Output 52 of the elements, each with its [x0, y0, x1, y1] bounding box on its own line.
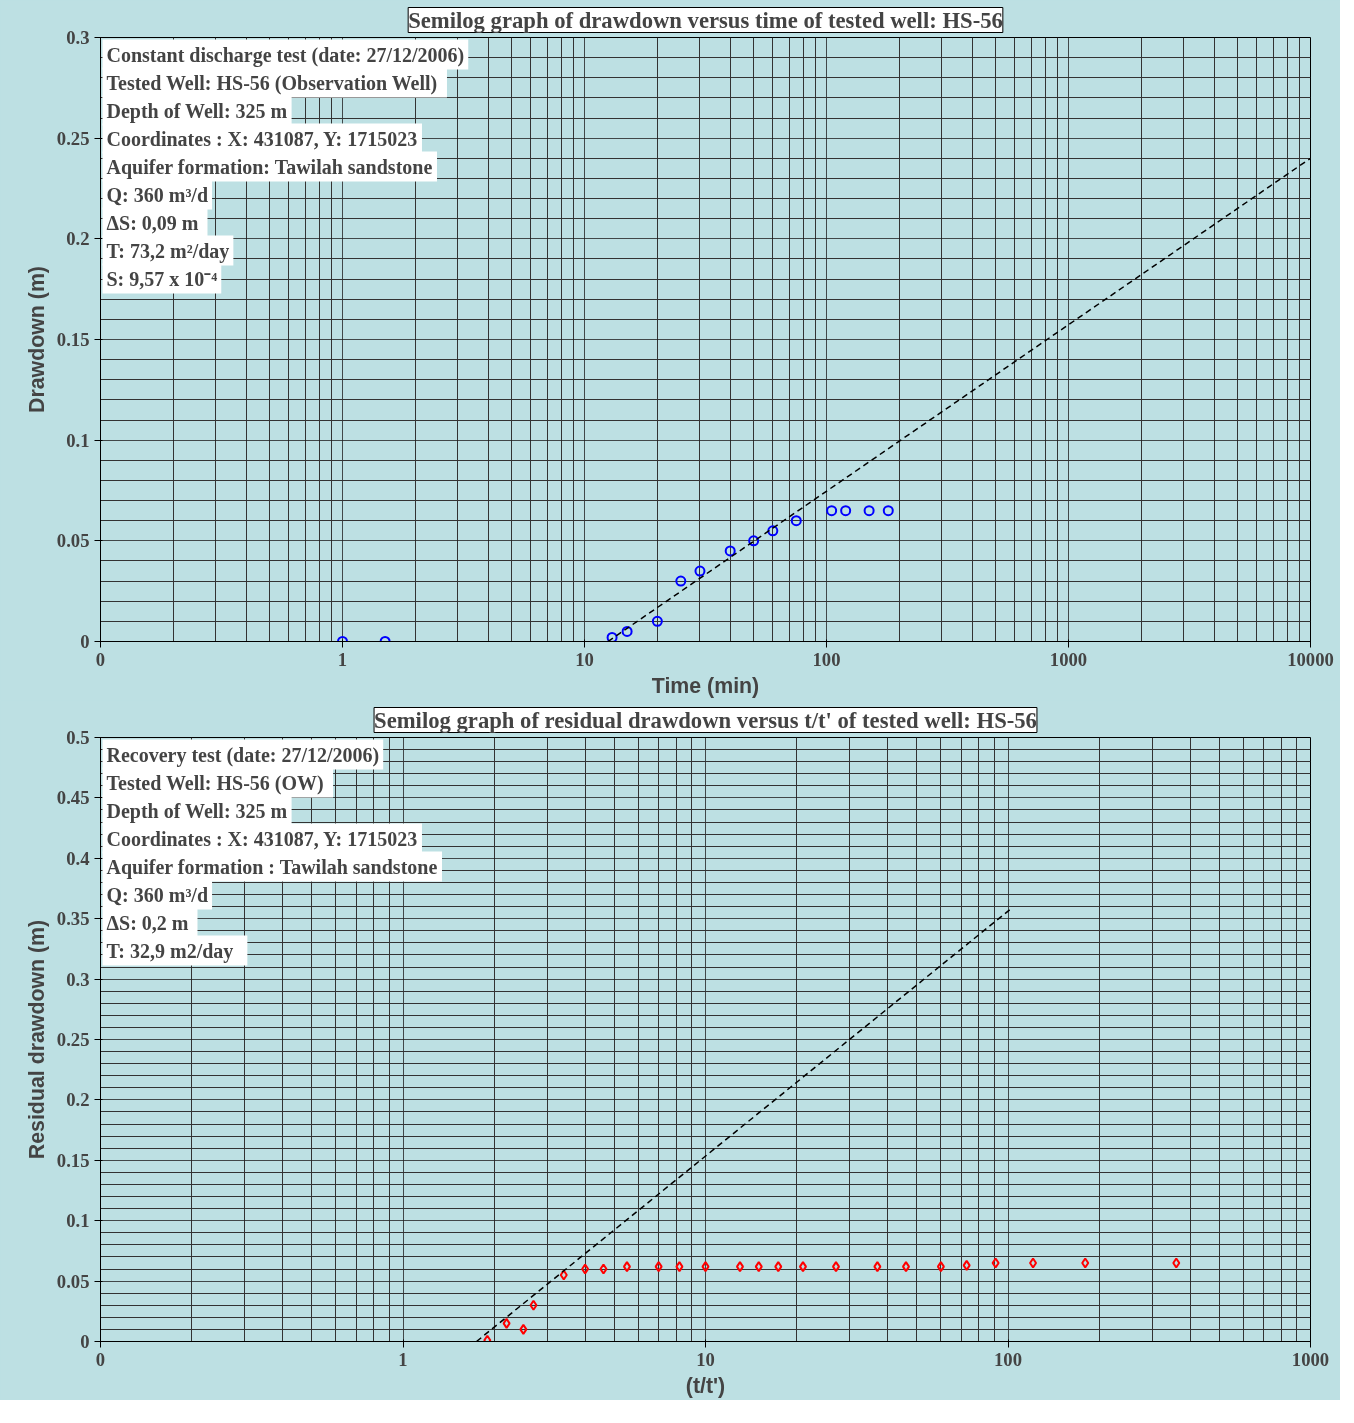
y-tick-label: 0.15: [56, 1149, 90, 1171]
x-tick-label: 0: [95, 648, 106, 670]
annotation: Q: 360 m³/d: [106, 883, 209, 906]
y-tick-label: 0.3: [66, 968, 90, 990]
x-tick-label: 0: [95, 1348, 106, 1370]
y-tick-label: 0.25: [56, 127, 90, 149]
y-tick-label: 0.2: [66, 228, 90, 250]
annotation: Aquifer formation: Tawilah sandstone: [106, 155, 433, 179]
x-tick-label: 10: [575, 648, 594, 670]
chart-title: Semilog graph of residual drawdown versus t/t' of tested well: HS-56: [374, 707, 1037, 733]
y-tick-label: 0.1: [66, 429, 90, 451]
y-tick-label: 0.5: [66, 727, 90, 748]
x-tick-label: 10: [696, 1348, 715, 1370]
x-tick-label: 1000: [1291, 1348, 1330, 1370]
y-axis-title: Residual drawdown (m): [24, 919, 49, 1160]
y-tick-label: 0.3: [66, 27, 90, 48]
annotation: Tested Well: HS-56 (OW): [106, 771, 324, 795]
y-tick-label: 0.2: [66, 1089, 90, 1111]
y-tick-label: 0.15: [56, 329, 90, 350]
chart-title: Semilog graph of drawdown versus time of tested well: HS-56: [408, 7, 1003, 33]
x-tick-label: 100: [994, 1348, 1022, 1370]
y-tick-label: 0.1: [66, 1210, 90, 1232]
y-axis-title: Drawdown (m): [24, 266, 49, 413]
annotation: Coordinates : X: 431087, Y: 1715023: [106, 827, 418, 850]
annotation: Aquifer formation : Tawilah sandstone: [106, 855, 438, 879]
y-tick-label: 0.45: [56, 787, 90, 809]
annotation: Depth of Well: 325 m: [106, 99, 288, 123]
x-tick-label: 10000: [1287, 648, 1334, 670]
annotation: Constant discharge test (date: 27/12/2006): [106, 43, 465, 67]
annotation: Depth of Well: 325 m: [106, 799, 288, 823]
y-tick-label: 0.35: [56, 908, 90, 930]
y-tick-label: 0: [80, 1331, 90, 1352]
y-tick-label: 0: [80, 631, 90, 652]
annotation: ΔS: 0,2 m: [106, 911, 189, 934]
annotation: Tested Well: HS-56 (Observation Well): [106, 71, 438, 95]
annotation: T: 32,9 m2/day: [106, 939, 234, 963]
x-tick-label: 1000: [1049, 648, 1088, 670]
x-axis-title: (t/t'): [685, 1373, 726, 1398]
x-tick-label: 1: [337, 648, 348, 670]
annotation: S: 9,57 x 10⁻⁴: [106, 267, 218, 290]
x-tick-label: 100: [812, 648, 841, 670]
annotation: Q: 360 m³/d: [106, 183, 209, 206]
y-tick-label: 0.05: [56, 530, 90, 552]
y-tick-label: 0.05: [56, 1270, 90, 1292]
annotation: Recovery test (date: 27/12/2006): [106, 743, 380, 767]
x-axis-title: Time (min): [651, 673, 760, 698]
x-tick-label: 1: [398, 1348, 408, 1370]
y-tick-label: 0.4: [66, 847, 90, 869]
annotation: T: 73,2 m²/day: [106, 239, 230, 263]
annotation: ΔS: 0,09 m: [106, 211, 199, 234]
y-tick-label: 0.25: [56, 1029, 90, 1050]
annotation: Coordinates : X: 431087, Y: 1715023: [106, 127, 418, 150]
